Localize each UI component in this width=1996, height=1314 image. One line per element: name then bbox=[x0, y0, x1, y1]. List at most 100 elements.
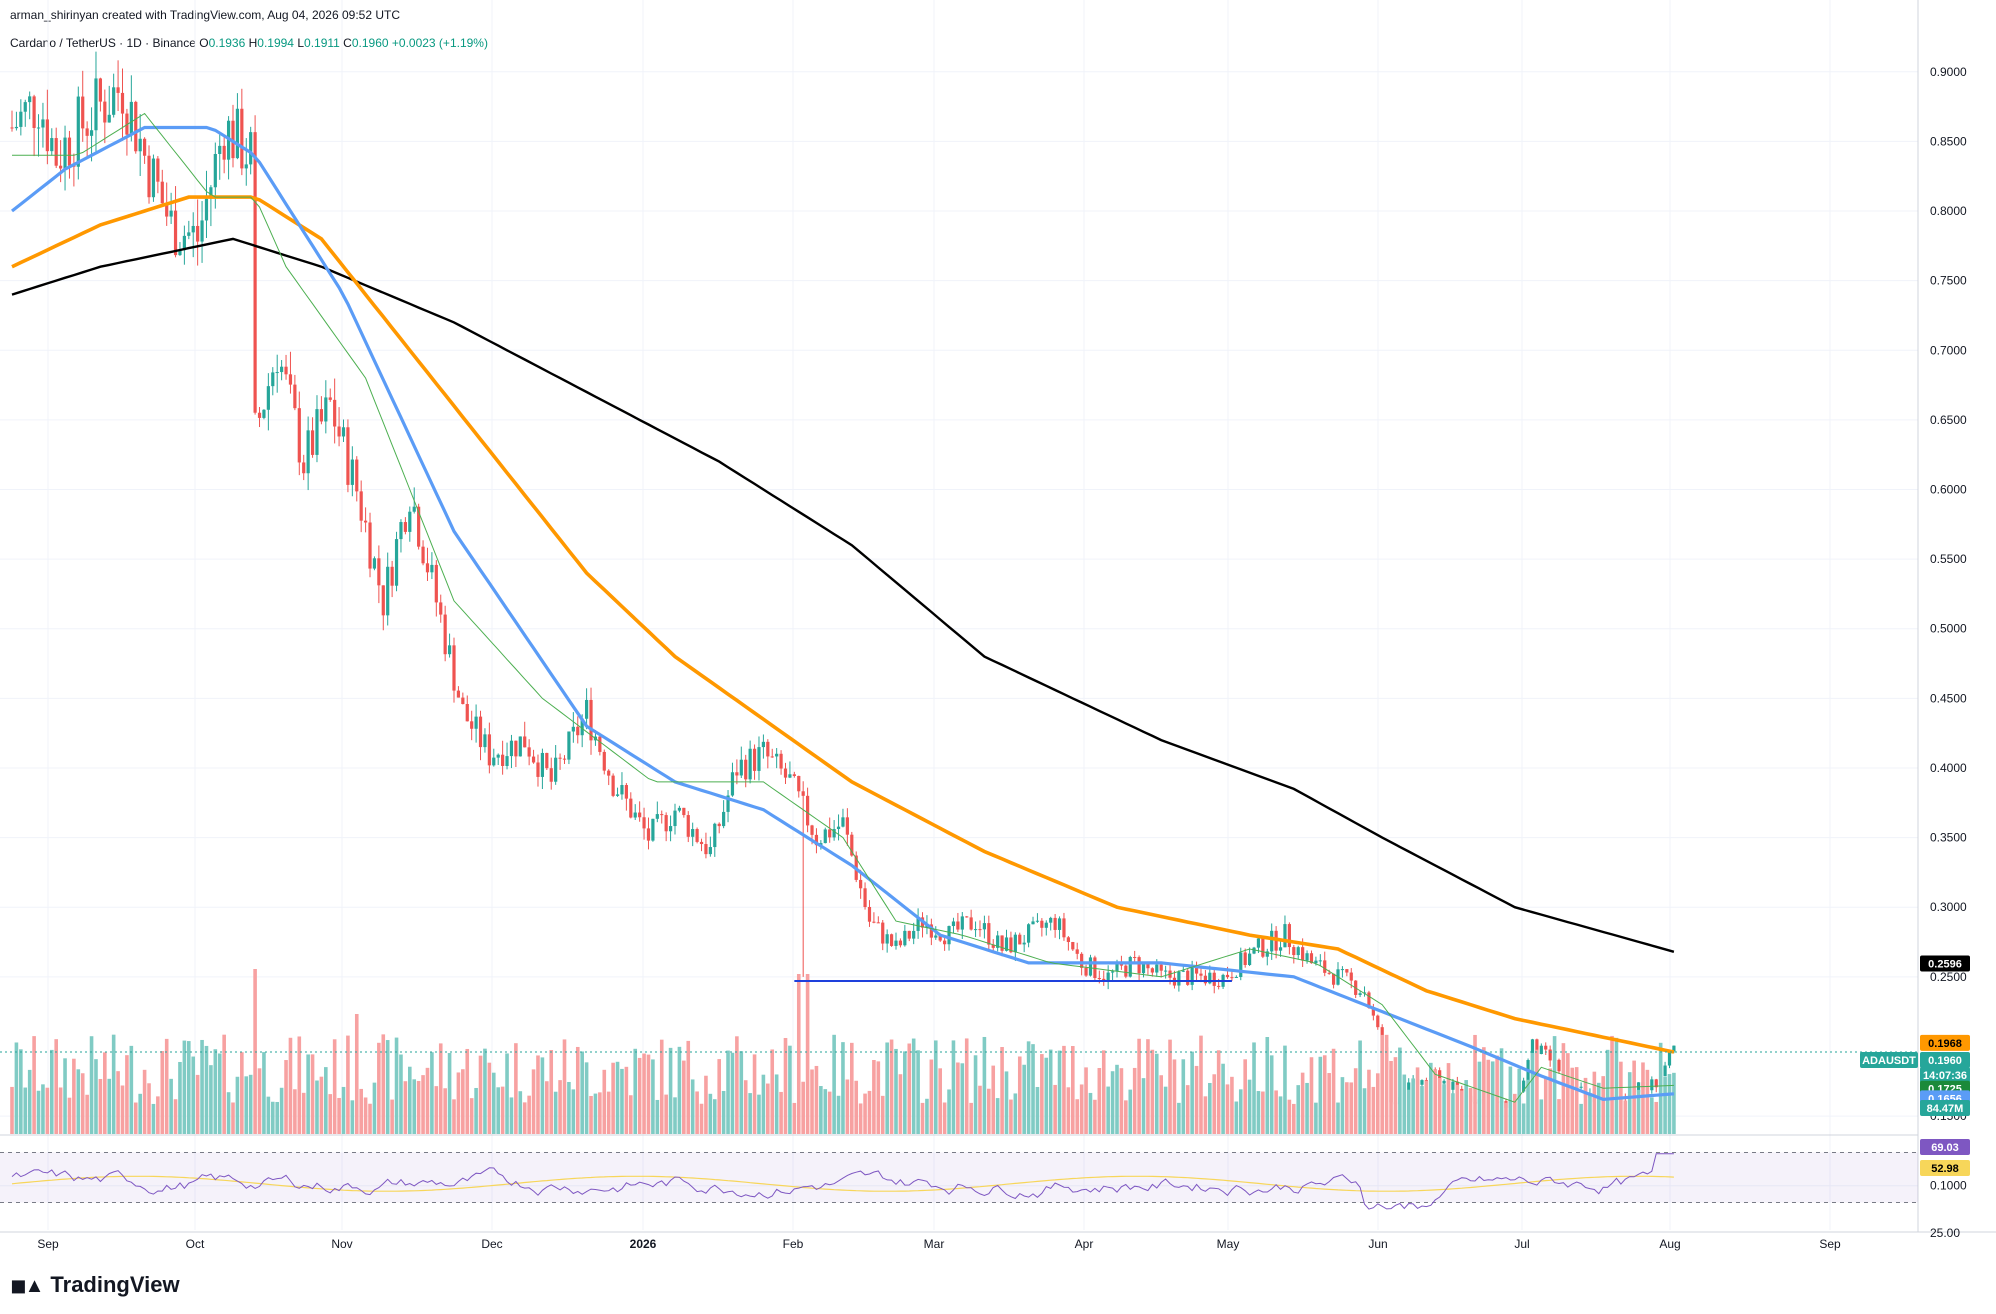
candle bbox=[717, 823, 721, 827]
candle bbox=[112, 87, 116, 115]
candle bbox=[633, 812, 637, 818]
candle bbox=[699, 841, 704, 845]
price-tag-bg bbox=[1920, 1139, 1970, 1155]
candle bbox=[439, 602, 443, 615]
candle bbox=[231, 120, 235, 159]
moving-averages bbox=[11, 112, 1675, 1103]
candle bbox=[1146, 964, 1150, 969]
candle bbox=[45, 119, 49, 152]
candle bbox=[284, 366, 288, 375]
volume-bar bbox=[279, 1087, 284, 1134]
candle bbox=[1106, 972, 1110, 981]
volume-bar bbox=[814, 1065, 819, 1134]
price-tag: 0.1968 bbox=[1920, 1034, 1970, 1051]
volume-bar bbox=[1566, 1053, 1570, 1134]
candle bbox=[770, 756, 774, 758]
candle bbox=[381, 585, 385, 616]
candle bbox=[1663, 1065, 1667, 1076]
volume-bar bbox=[1358, 1040, 1362, 1134]
volume-bar bbox=[518, 1091, 523, 1134]
candle bbox=[156, 158, 160, 182]
candle bbox=[1071, 942, 1075, 950]
volume-bar bbox=[1088, 1092, 1093, 1134]
candle bbox=[443, 614, 447, 655]
volume-bar bbox=[456, 1072, 461, 1134]
volume-bar bbox=[354, 1014, 359, 1134]
candle bbox=[103, 101, 107, 123]
candle bbox=[876, 922, 880, 924]
volume-bar bbox=[925, 1098, 929, 1134]
volume-bar bbox=[1429, 1062, 1433, 1134]
volume-bar bbox=[120, 1085, 125, 1134]
volume-bar bbox=[545, 1081, 549, 1134]
volume-bar bbox=[1490, 1061, 1495, 1134]
volume-bar bbox=[766, 1083, 770, 1134]
price-tick-label: 0.5000 bbox=[1930, 622, 1967, 636]
time-tick-label: Jun bbox=[1368, 1237, 1387, 1251]
candle bbox=[461, 697, 465, 705]
volume-bar bbox=[1389, 1060, 1393, 1134]
candle bbox=[1208, 972, 1212, 984]
candle bbox=[832, 829, 836, 838]
price-tag-bg bbox=[1920, 1100, 1970, 1116]
volume-bar bbox=[571, 1089, 576, 1134]
volume-bar bbox=[1026, 1041, 1031, 1134]
candle bbox=[814, 834, 819, 846]
candle bbox=[1256, 938, 1261, 948]
candle bbox=[143, 138, 147, 156]
volume-bar bbox=[284, 1060, 288, 1134]
volume-bar bbox=[10, 1086, 14, 1134]
volume-bar bbox=[527, 1095, 531, 1134]
candle bbox=[417, 506, 421, 547]
volume-bar bbox=[63, 1058, 67, 1134]
volume-bar bbox=[1623, 1100, 1628, 1134]
candle bbox=[1018, 934, 1022, 945]
time-tick-label: Oct bbox=[186, 1237, 205, 1251]
candle bbox=[116, 87, 120, 93]
price-tag-bg bbox=[1920, 1052, 1970, 1069]
volume-bar bbox=[1216, 1050, 1221, 1134]
volume-bar bbox=[730, 1052, 735, 1134]
volume-bar bbox=[491, 1072, 496, 1134]
candle bbox=[1424, 1080, 1428, 1082]
volume-bar bbox=[1048, 1049, 1053, 1134]
volume-bar bbox=[987, 1088, 991, 1134]
price-tag-bg bbox=[1920, 1160, 1970, 1176]
volume-bar bbox=[876, 1061, 881, 1134]
candle bbox=[447, 645, 452, 655]
candle bbox=[907, 930, 911, 939]
volume-bar bbox=[262, 1052, 266, 1134]
symbol-legend[interactable]: Cardano / TetherUS · 1D · Binance O0.193… bbox=[10, 36, 488, 50]
volume-bar bbox=[147, 1083, 151, 1134]
candle bbox=[1340, 969, 1345, 971]
volume-bar bbox=[1084, 1067, 1088, 1134]
candle bbox=[806, 795, 810, 826]
volume-bar bbox=[562, 1039, 567, 1134]
volume-bar bbox=[867, 1090, 872, 1134]
candle bbox=[748, 748, 752, 780]
price-tag: ADAUSDT bbox=[1860, 1052, 1918, 1069]
volume-bar bbox=[531, 1069, 536, 1134]
volume-bar bbox=[1583, 1077, 1588, 1134]
volume-bar bbox=[381, 1034, 386, 1134]
candle bbox=[297, 408, 301, 463]
candle bbox=[867, 906, 872, 922]
volume-bar bbox=[690, 1079, 695, 1134]
volume-bar bbox=[1499, 1048, 1504, 1134]
candle bbox=[1088, 957, 1093, 976]
volume-bar bbox=[620, 1068, 624, 1134]
candle bbox=[783, 768, 788, 778]
candle bbox=[63, 137, 67, 169]
rsi-level-label: 25.00 bbox=[1930, 1226, 1960, 1240]
candle bbox=[1305, 953, 1309, 961]
time-tick-label: Nov bbox=[331, 1237, 352, 1251]
volume-bar bbox=[1265, 1037, 1270, 1134]
volume-bar bbox=[1181, 1059, 1186, 1134]
candle bbox=[293, 384, 297, 409]
candle bbox=[1004, 937, 1009, 951]
volume-bar bbox=[1252, 1042, 1256, 1134]
candle bbox=[1270, 930, 1274, 952]
volume-bar bbox=[1093, 1099, 1097, 1134]
candle bbox=[1579, 1086, 1583, 1088]
